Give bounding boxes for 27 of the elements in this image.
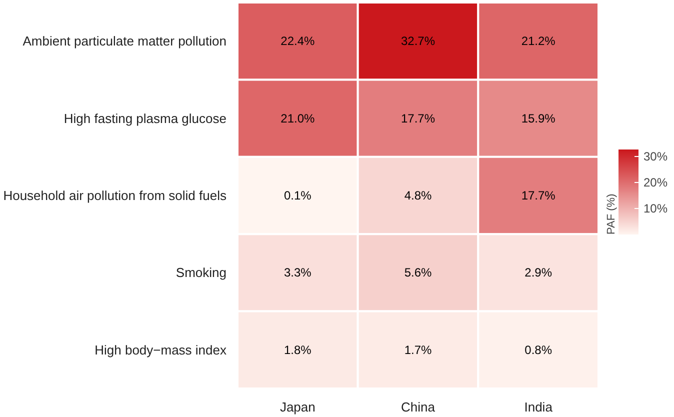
data-label: 17.7% bbox=[521, 188, 556, 202]
color-bar-label: 10% bbox=[644, 202, 668, 216]
color-bar-label: 20% bbox=[644, 176, 668, 190]
data-label: 21.0% bbox=[280, 111, 316, 126]
y-tick-label: Household air pollution from solid fuels bbox=[3, 188, 227, 203]
y-tick-label: Smoking bbox=[176, 265, 226, 280]
color-bar-label: 30% bbox=[644, 150, 668, 164]
data-label: 32.7% bbox=[400, 34, 436, 48]
y-tick-label: High fasting plasma glucose bbox=[64, 110, 227, 126]
data-label: 22.4% bbox=[280, 34, 316, 48]
data-label: 15.9% bbox=[521, 111, 556, 126]
data-label: 0.8% bbox=[524, 342, 552, 357]
data-label: 17.7% bbox=[400, 111, 436, 126]
data-label: 21.2% bbox=[521, 34, 556, 48]
x-tick-label: China bbox=[401, 400, 436, 414]
y-tick-label: High body−mass index bbox=[94, 342, 227, 358]
data-label: 3.3% bbox=[284, 266, 312, 280]
color-bar-title: PAF (%) bbox=[606, 194, 618, 234]
y-tick-label: Ambient particulate matter pollution bbox=[22, 34, 227, 49]
x-tick-label: Japan bbox=[280, 400, 316, 414]
x-tick-label: India bbox=[524, 400, 554, 414]
data-label: 0.1% bbox=[284, 188, 312, 202]
data-label: 1.7% bbox=[404, 342, 432, 357]
data-label: 4.8% bbox=[404, 188, 432, 202]
data-label: 1.8% bbox=[284, 342, 312, 357]
data-label: 2.9% bbox=[524, 266, 552, 280]
data-label: 5.6% bbox=[404, 266, 432, 280]
